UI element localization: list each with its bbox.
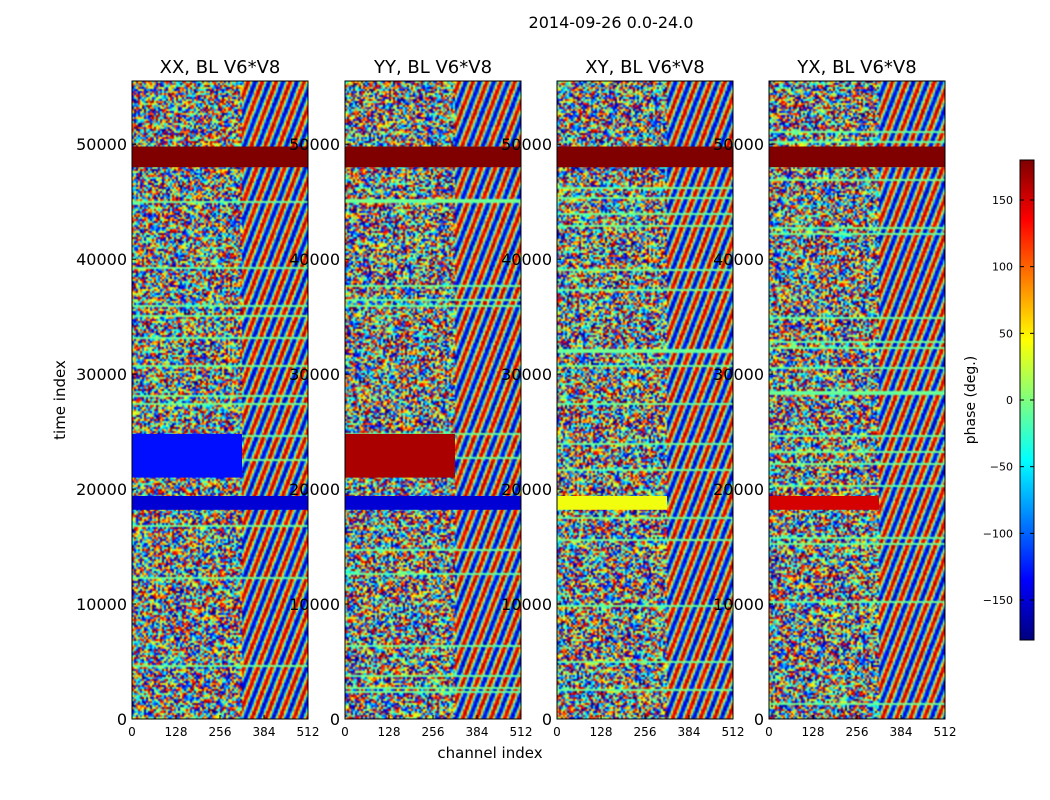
phase-feature-band bbox=[557, 495, 667, 510]
x-tick-label: 384 bbox=[253, 725, 276, 739]
colorbar-tick-label: 150 bbox=[992, 194, 1013, 207]
x-tick-label: 0 bbox=[341, 725, 349, 739]
x-tick-label: 512 bbox=[722, 725, 745, 739]
x-tick-label: 384 bbox=[890, 725, 913, 739]
colorbar: −150 −100 −50 0 50 100 150 phase (deg.) bbox=[963, 159, 1035, 641]
colorbar-label: phase (deg.) bbox=[963, 356, 979, 444]
phase-heatmap bbox=[557, 81, 733, 719]
y-axis-label: time index bbox=[51, 360, 69, 440]
y-tick-label: 50000 bbox=[501, 135, 552, 154]
panel-title: YY, BL V6*V8 bbox=[373, 57, 492, 78]
y-tick-label: 0 bbox=[330, 710, 340, 729]
y-tick-label: 20000 bbox=[289, 480, 340, 499]
phase-feature-band bbox=[345, 146, 521, 168]
colorbar-tick-label: −50 bbox=[990, 461, 1013, 474]
y-tick-label: 20000 bbox=[76, 480, 127, 499]
phase-heatmap bbox=[345, 81, 521, 719]
y-tick-label: 0 bbox=[754, 710, 764, 729]
y-tick-label: 40000 bbox=[289, 250, 340, 269]
phase-heatmap bbox=[132, 81, 308, 719]
x-tick-label: 512 bbox=[297, 725, 320, 739]
x-tick-label: 384 bbox=[678, 725, 701, 739]
x-tick-label: 512 bbox=[510, 725, 533, 739]
phase-feature-band bbox=[132, 495, 308, 510]
y-tick-label: 50000 bbox=[713, 135, 764, 154]
phase-feature-band bbox=[132, 433, 242, 478]
y-tick-label: 10000 bbox=[76, 595, 127, 614]
panel-xx: XX, BL V6*V8 0 128 256 384 512 0 10000 20000 3000… bbox=[76, 57, 319, 739]
y-tick-label: 30000 bbox=[76, 365, 127, 384]
x-tick-label: 0 bbox=[128, 725, 136, 739]
y-tick-label: 30000 bbox=[289, 365, 340, 384]
phase-heatmap bbox=[769, 81, 945, 719]
x-tick-label: 256 bbox=[209, 725, 232, 739]
colorbar-tick-label: 100 bbox=[992, 261, 1013, 274]
y-tick-label: 40000 bbox=[76, 250, 127, 269]
x-tick-label: 256 bbox=[422, 725, 445, 739]
colorbar-tick-label: −100 bbox=[983, 527, 1013, 540]
y-tick-label: 40000 bbox=[713, 250, 764, 269]
panel-yx: YX, BL V6*V8 0 128 256 384 512 0 10000 20000 3000… bbox=[713, 57, 956, 739]
figure-suptitle: 2014-09-26 0.0-24.0 bbox=[529, 13, 694, 32]
y-tick-label: 0 bbox=[117, 710, 127, 729]
phase-feature-band bbox=[345, 495, 521, 510]
x-axis-label: channel index bbox=[437, 744, 542, 762]
colorbar-tick-label: 0 bbox=[1006, 394, 1013, 407]
y-tick-label: 40000 bbox=[501, 250, 552, 269]
y-tick-label: 30000 bbox=[501, 365, 552, 384]
panel-yy: YY, BL V6*V8 0 128 256 384 512 0 10000 20000 3000… bbox=[289, 57, 532, 739]
panel-title: XY, BL V6*V8 bbox=[585, 57, 704, 78]
x-tick-label: 128 bbox=[590, 725, 613, 739]
panel-title: XX, BL V6*V8 bbox=[160, 57, 281, 78]
phase-feature-band bbox=[557, 146, 733, 168]
y-tick-label: 0 bbox=[542, 710, 552, 729]
x-tick-label: 128 bbox=[165, 725, 188, 739]
y-tick-label: 50000 bbox=[289, 135, 340, 154]
y-tick-label: 30000 bbox=[713, 365, 764, 384]
panels: XX, BL V6*V8 0 128 256 384 512 0 10000 20000 3000… bbox=[76, 57, 956, 739]
phase-feature-band bbox=[132, 146, 308, 168]
x-tick-label: 0 bbox=[553, 725, 561, 739]
y-tick-label: 10000 bbox=[289, 595, 340, 614]
x-tick-label: 128 bbox=[802, 725, 825, 739]
y-tick-label: 10000 bbox=[501, 595, 552, 614]
phase-feature-band bbox=[769, 495, 879, 510]
colorbar-tick-label: −150 bbox=[983, 594, 1013, 607]
y-tick-label: 50000 bbox=[76, 135, 127, 154]
x-tick-label: 256 bbox=[634, 725, 657, 739]
phase-feature-band bbox=[769, 146, 945, 168]
phase-feature-band bbox=[345, 433, 455, 478]
x-tick-label: 512 bbox=[934, 725, 957, 739]
colorbar-tick-label: 50 bbox=[999, 327, 1013, 340]
y-tick-label: 10000 bbox=[713, 595, 764, 614]
y-tick-label: 20000 bbox=[501, 480, 552, 499]
colorbar-ticks: −150 −100 −50 0 50 100 150 bbox=[983, 194, 1034, 607]
y-tick-label: 20000 bbox=[713, 480, 764, 499]
panel-title: YX, BL V6*V8 bbox=[796, 57, 916, 78]
x-tick-label: 128 bbox=[378, 725, 401, 739]
x-tick-label: 384 bbox=[466, 725, 489, 739]
panel-xy: XY, BL V6*V8 0 128 256 384 512 0 10000 20000 3000… bbox=[501, 57, 744, 739]
x-tick-label: 256 bbox=[846, 725, 869, 739]
x-tick-label: 0 bbox=[765, 725, 773, 739]
